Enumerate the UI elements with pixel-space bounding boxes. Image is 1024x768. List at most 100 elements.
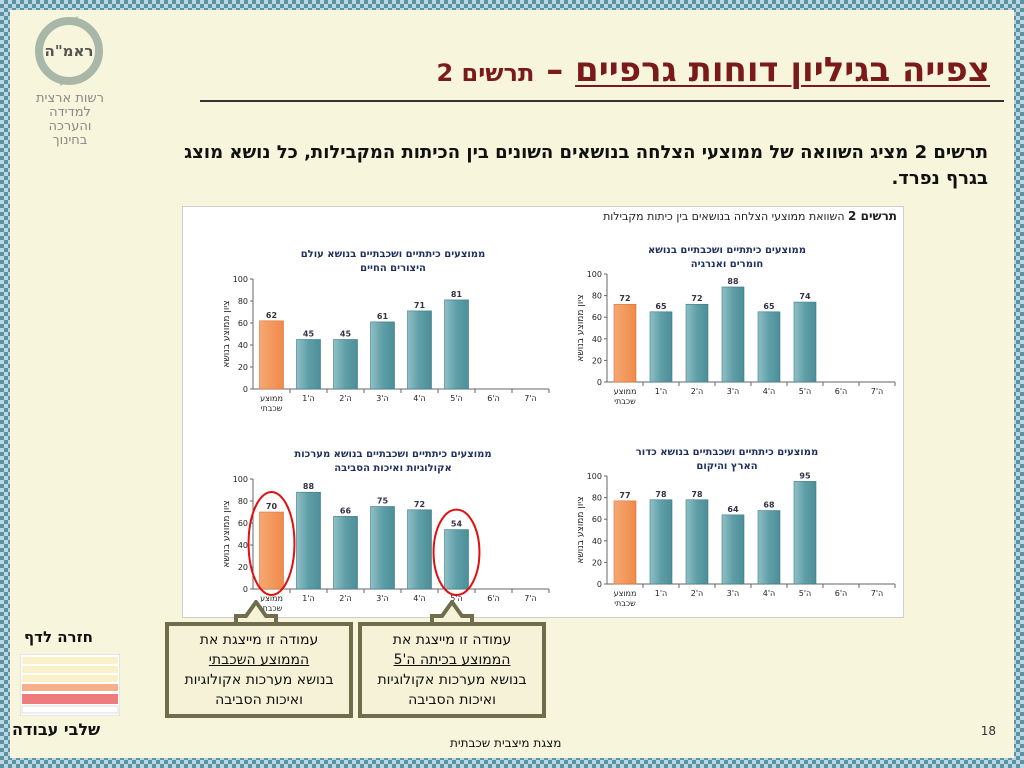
x-tick-label: שכבתי xyxy=(614,599,636,608)
data-label: 45 xyxy=(340,330,352,339)
bar xyxy=(757,510,781,585)
chart-title: הארץ והיקום xyxy=(696,461,757,472)
x-tick-label: שכבתי xyxy=(261,404,283,413)
bar xyxy=(333,516,358,590)
chart-svg: ממוצעים כיתתיים ושכבתיים בנושא מערכות אקו… xyxy=(222,449,550,613)
y-tick-label: 40 xyxy=(238,341,248,350)
work-stages-link[interactable]: שלבי עבודה xyxy=(12,720,101,739)
up-arrow-icon xyxy=(234,600,278,628)
bar xyxy=(613,303,637,383)
data-label: 95 xyxy=(799,471,811,480)
bar xyxy=(793,301,817,383)
bar xyxy=(721,514,745,585)
sheet-title: תרשים 2 השוואת ממוצעי הצלחה בנושאים בין … xyxy=(603,209,897,223)
y-tick-label: 100 xyxy=(587,270,602,279)
data-label: 72 xyxy=(414,500,425,509)
chart-svg: ממוצעים כיתתיים ושכבתיים בנושא כדור הארץ … xyxy=(576,447,896,608)
y-tick-label: 40 xyxy=(238,541,248,550)
x-tick-label: ה'2 xyxy=(339,594,352,603)
org-line: רשות ארצית xyxy=(36,91,104,106)
x-tick-label: ה'1 xyxy=(302,594,315,603)
data-label: 68 xyxy=(763,501,775,510)
data-label: 66 xyxy=(340,506,352,515)
x-tick-label: ה'7 xyxy=(524,594,537,603)
recycle-arrows-icon xyxy=(35,16,103,86)
bar xyxy=(757,311,781,383)
bar xyxy=(685,499,709,585)
x-tick-label: ה'1 xyxy=(302,394,315,403)
data-label: 70 xyxy=(266,502,278,511)
charts-sheet: תרשים 2 השוואת ממוצעי הצלחה בנושאים בין … xyxy=(182,206,904,618)
callout-line: בנושא מערכות אקולוגיות xyxy=(184,672,334,688)
x-tick-label: שכבתי xyxy=(614,397,636,406)
data-label: 78 xyxy=(691,490,703,499)
work-stages-thumbnail[interactable] xyxy=(20,654,120,716)
y-tick-label: 40 xyxy=(592,335,602,344)
back-to-page-link[interactable]: חזרה לדף xyxy=(24,628,93,646)
bar xyxy=(407,310,432,390)
callout-line: עמודה זו מייצגת את xyxy=(392,632,512,648)
x-tick-label: ממוצע xyxy=(260,394,283,403)
callout-class-5: עמודה זו מייצגת את הממוצע בכיתה ה'5 בנוש… xyxy=(358,622,546,718)
bar xyxy=(444,529,469,590)
x-tick-label: ה'5 xyxy=(799,387,812,396)
bar xyxy=(333,339,358,390)
y-tick-label: 0 xyxy=(243,385,248,394)
y-axis-label: ציון ממוצע בנושא xyxy=(222,300,232,367)
chart-title: ממוצעים כיתתיים ושכבתיים בנושא עולם xyxy=(301,249,486,260)
page-number: 18 xyxy=(980,724,996,738)
bar xyxy=(793,481,817,585)
bar xyxy=(407,509,432,590)
data-label: 88 xyxy=(303,482,315,491)
data-label: 62 xyxy=(266,311,277,320)
x-tick-label: ה'4 xyxy=(763,387,776,396)
chart-title: ממוצעים כיתתיים ושכבתיים בנושא כדור xyxy=(636,447,818,458)
chart-earth-universe: ממוצעים כיתתיים ושכבתיים בנושא כדור הארץ … xyxy=(576,429,897,623)
chart-title: ממוצעים כיתתיים ושכבתיים בנושא מערכות xyxy=(294,449,491,460)
chart-title: היצורים החיים xyxy=(360,263,426,274)
organization-name: רשות ארצית למדידה והערכה בחינוך xyxy=(10,92,130,148)
y-tick-label: 100 xyxy=(587,472,602,481)
data-label: 75 xyxy=(377,497,389,506)
chart-materials-energy: ממוצעים כיתתיים ושכבתיים בנושא חומרים ואנ… xyxy=(576,227,897,421)
title-dash: – xyxy=(534,50,576,90)
bar xyxy=(444,299,469,390)
bar xyxy=(649,499,673,585)
y-tick-label: 20 xyxy=(592,356,602,365)
data-label: 77 xyxy=(619,491,630,500)
bar xyxy=(613,500,637,585)
x-tick-label: ה'7 xyxy=(871,387,884,396)
y-tick-label: 80 xyxy=(592,494,602,503)
org-line: למדידה xyxy=(49,105,91,120)
title-sub: תרשים 2 xyxy=(436,59,535,87)
data-label: 78 xyxy=(655,490,667,499)
x-tick-label: ה'2 xyxy=(691,589,704,598)
slide: ראמ"ה רשות ארצית למדידה והערכה בחינוך צפ… xyxy=(10,10,1014,758)
title-underline xyxy=(200,100,1004,102)
callout-line: ואיכות הסביבה xyxy=(215,692,303,708)
data-label: 81 xyxy=(451,290,463,299)
data-label: 71 xyxy=(414,301,426,310)
y-tick-label: 80 xyxy=(238,497,248,506)
x-tick-label: ה'1 xyxy=(655,387,668,396)
y-tick-label: 80 xyxy=(238,297,248,306)
bar xyxy=(685,303,709,383)
x-tick-label: ה'1 xyxy=(655,589,668,598)
data-label: 64 xyxy=(727,505,739,514)
y-tick-label: 100 xyxy=(233,275,248,284)
y-axis-label: ציון ממוצע בנושא xyxy=(576,294,586,361)
x-tick-label: ה'6 xyxy=(487,594,500,603)
y-tick-label: 60 xyxy=(238,519,248,528)
x-tick-label: ה'4 xyxy=(413,594,426,603)
y-tick-label: 60 xyxy=(592,313,602,322)
y-axis-label: ציון ממוצע בנושא xyxy=(222,500,232,567)
y-axis-label: ציון ממוצע בנושא xyxy=(576,496,586,563)
bar xyxy=(296,339,321,390)
title-main: צפייה בגיליון דוחות גרפיים xyxy=(575,50,990,90)
rama-logo: ראמ"ה xyxy=(24,14,114,104)
data-label: 88 xyxy=(727,277,739,286)
bar xyxy=(259,320,284,390)
y-tick-label: 20 xyxy=(238,563,248,572)
x-tick-label: ה'7 xyxy=(524,394,537,403)
bar xyxy=(259,511,284,590)
